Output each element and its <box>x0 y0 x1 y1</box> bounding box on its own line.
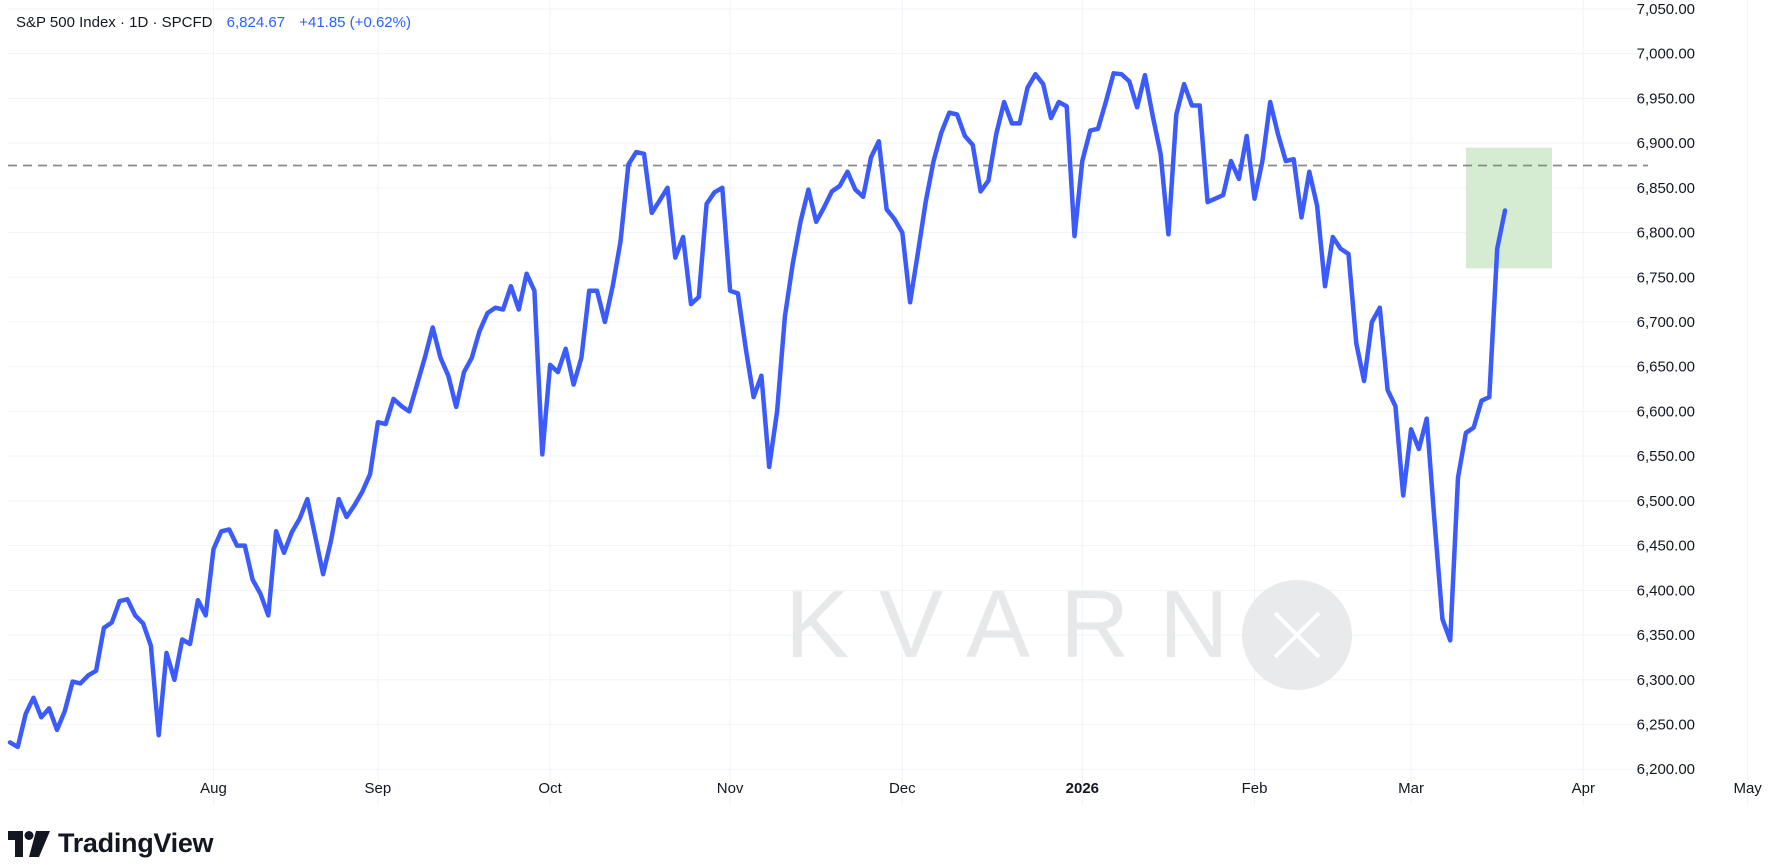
series-line <box>7 71 1508 750</box>
y-tick-label: 6,300.00 <box>1637 672 1695 689</box>
x-tick-label: Aug <box>200 780 227 797</box>
y-tick-label: 6,250.00 <box>1637 717 1695 734</box>
legend-price: 6,824.67 <box>226 14 286 31</box>
y-tick-label: 6,650.00 <box>1637 359 1695 376</box>
x-tick-label: Feb <box>1242 780 1268 797</box>
x-tick-label: Sep <box>365 780 392 797</box>
watermark-text: KVARN <box>785 571 1259 678</box>
series-legend[interactable]: S&P 500 Index · 1D · SPCFD 6,824.67 +41.… <box>16 14 411 31</box>
y-tick-label: 6,750.00 <box>1637 269 1695 286</box>
y-tick-label: 6,550.00 <box>1637 448 1695 465</box>
legend-symbol: S&P 500 Index · 1D · SPCFD <box>16 14 213 31</box>
y-tick-label: 7,000.00 <box>1637 46 1695 63</box>
y-tick-label: 6,350.00 <box>1637 627 1695 644</box>
y-tick-label: 6,900.00 <box>1637 135 1695 152</box>
y-tick-label: 6,400.00 <box>1637 582 1695 599</box>
y-axis[interactable]: 7,050.00 7,000.00 6,950.00 6,900.00 6,850.00… <box>1637 1 1695 778</box>
x-tick-label: Mar <box>1398 780 1424 797</box>
y-tick-label: 6,700.00 <box>1637 314 1695 331</box>
x-tick-label: Oct <box>538 780 562 797</box>
x-tick-label: 2026 <box>1066 780 1099 797</box>
y-tick-label: 6,600.00 <box>1637 403 1695 420</box>
y-tick-label: 6,200.00 <box>1637 761 1695 778</box>
kvarn-x-icon <box>1242 580 1352 690</box>
x-axis[interactable]: Aug Sep Oct Nov Dec 2026 Feb Mar Apr May <box>200 780 1762 797</box>
highlight-zone <box>1465 147 1552 269</box>
y-tick-label: 6,950.00 <box>1637 90 1695 107</box>
brand-name: TradingView <box>58 828 214 858</box>
y-tick-label: 6,800.00 <box>1637 225 1695 242</box>
x-tick-label: Dec <box>889 780 916 797</box>
tradingview-brand[interactable]: TradingView <box>8 828 214 859</box>
chart-grid <box>8 0 1749 805</box>
y-tick-label: 6,500.00 <box>1637 493 1695 510</box>
x-tick-label: May <box>1733 780 1762 797</box>
x-tick-label: Nov <box>717 780 744 797</box>
y-tick-label: 6,450.00 <box>1637 538 1695 555</box>
tradingview-logo-icon <box>8 830 50 857</box>
y-tick-label: 7,050.00 <box>1637 1 1695 18</box>
y-tick-label: 6,850.00 <box>1637 180 1695 197</box>
legend-change: +41.85 (+0.62%) <box>299 14 411 31</box>
x-tick-label: Apr <box>1572 780 1595 797</box>
